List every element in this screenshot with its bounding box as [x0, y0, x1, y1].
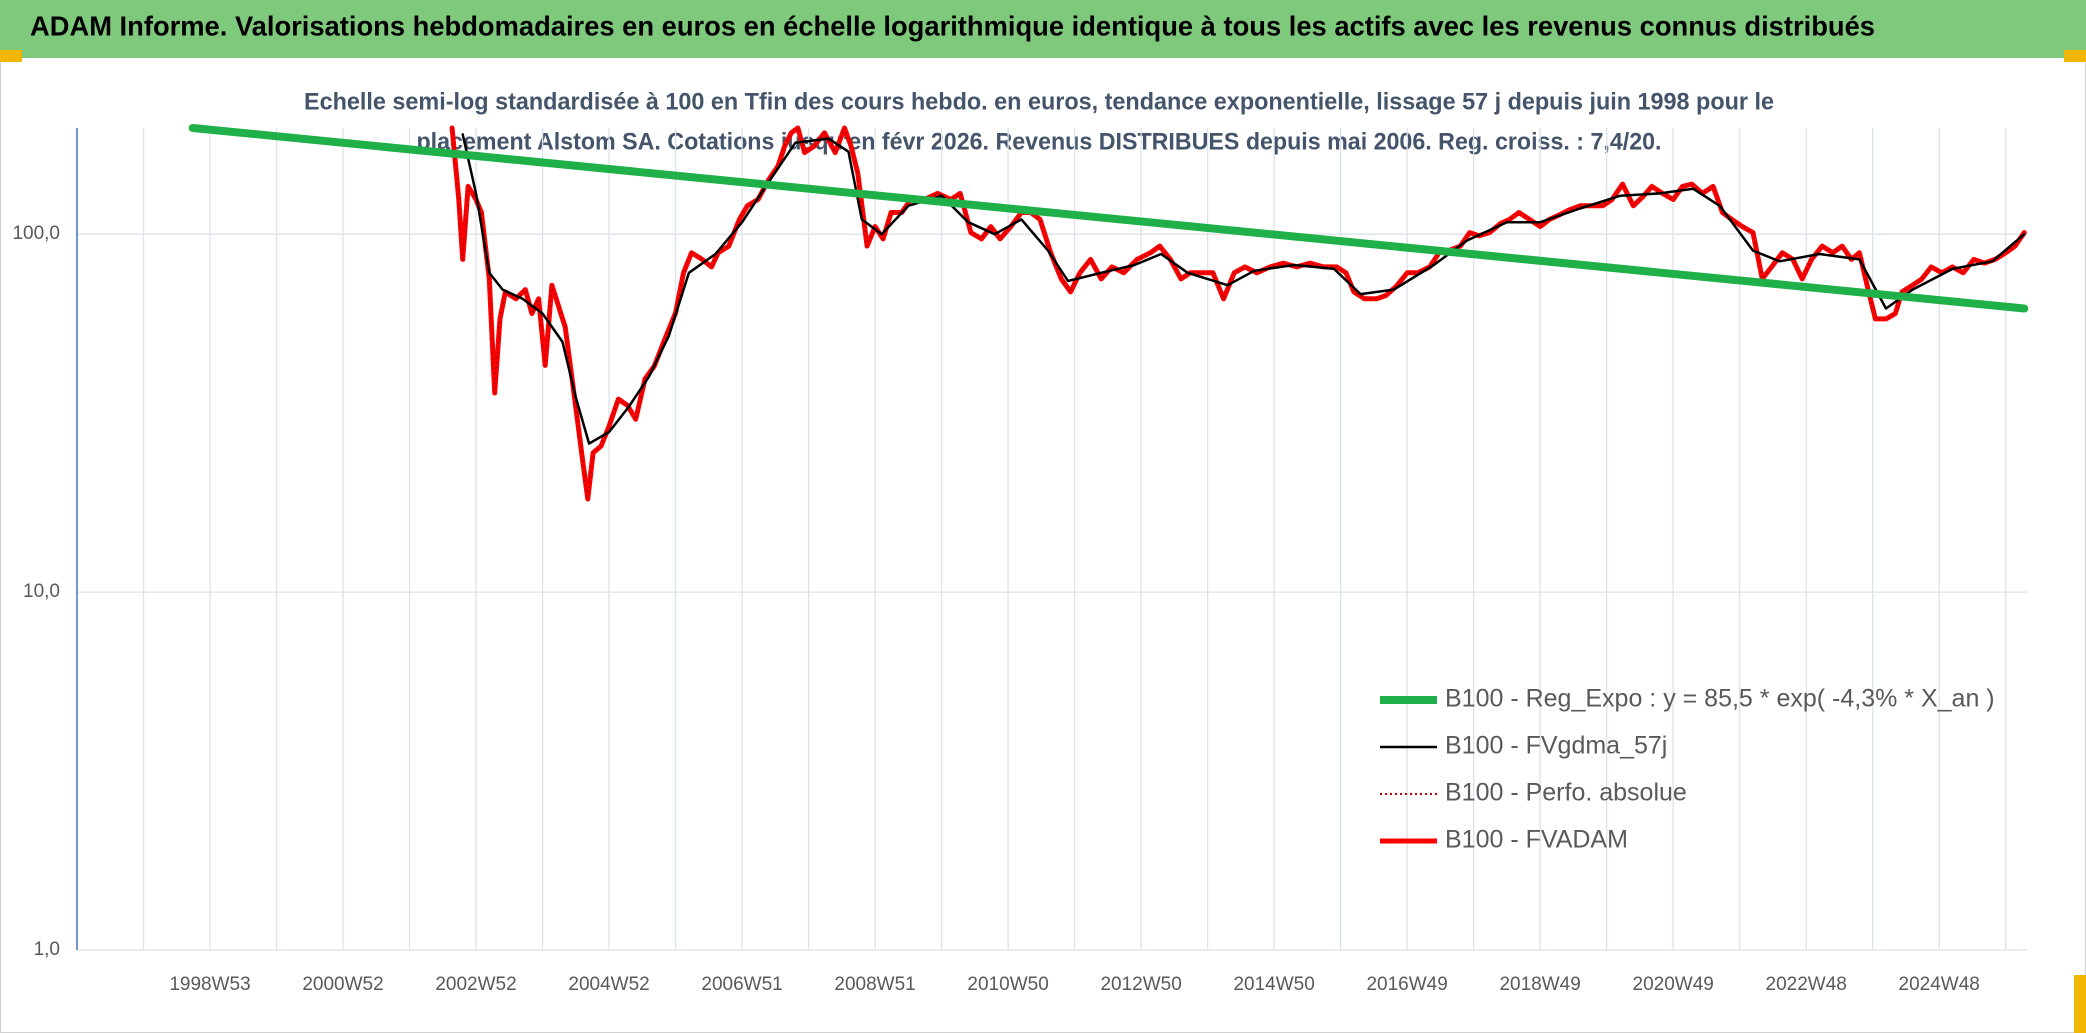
x-tick-label: 2018W49	[1499, 974, 1580, 995]
x-tick-label: 2010W50	[967, 974, 1048, 995]
title-bar	[0, 0, 2086, 58]
y-tick-label: 1,0	[34, 939, 60, 960]
x-tick-label: 2020W49	[1633, 974, 1714, 995]
series-line	[461, 133, 2026, 445]
y-tick-label: 100,0	[12, 223, 60, 244]
corner-mark	[2074, 975, 2086, 1033]
corner-mark	[2064, 50, 2086, 62]
x-tick-label: 2000W52	[302, 974, 383, 995]
legend-label: B100 - FVgdma_57j	[1445, 732, 1667, 760]
chart-title: ADAM Informe. Valorisations hebdomadaire…	[30, 10, 1875, 41]
x-tick-label: 2014W50	[1233, 974, 1314, 995]
legend-label: B100 - FVADAM	[1445, 826, 1628, 854]
legend-label: B100 - Reg_Expo : y = 85,5 * exp( -4,3% …	[1445, 685, 1995, 713]
corner-mark	[0, 50, 22, 62]
chart-subtitle: placement Alstom SA. Cotations jusqu'en …	[417, 128, 1662, 155]
x-tick-label: 2024W48	[1899, 974, 1980, 995]
chart-subtitle: Echelle semi-log standardisée à 100 en T…	[304, 88, 1774, 115]
x-tick-label: 2002W52	[435, 974, 516, 995]
x-tick-label: 2008W51	[834, 974, 915, 995]
x-tick-label: 2004W52	[568, 974, 649, 995]
series-line	[449, 125, 2027, 502]
legend-label: B100 - Perfo. absolue	[1445, 779, 1687, 807]
series-line	[188, 124, 2029, 313]
y-tick-label: 10,0	[23, 581, 60, 602]
x-tick-label: 2016W49	[1366, 974, 1447, 995]
x-tick-label: 1998W53	[169, 974, 250, 995]
x-tick-label: 2012W50	[1100, 974, 1181, 995]
x-tick-label: 2006W51	[701, 974, 782, 995]
x-tick-label: 2022W48	[1766, 974, 1847, 995]
